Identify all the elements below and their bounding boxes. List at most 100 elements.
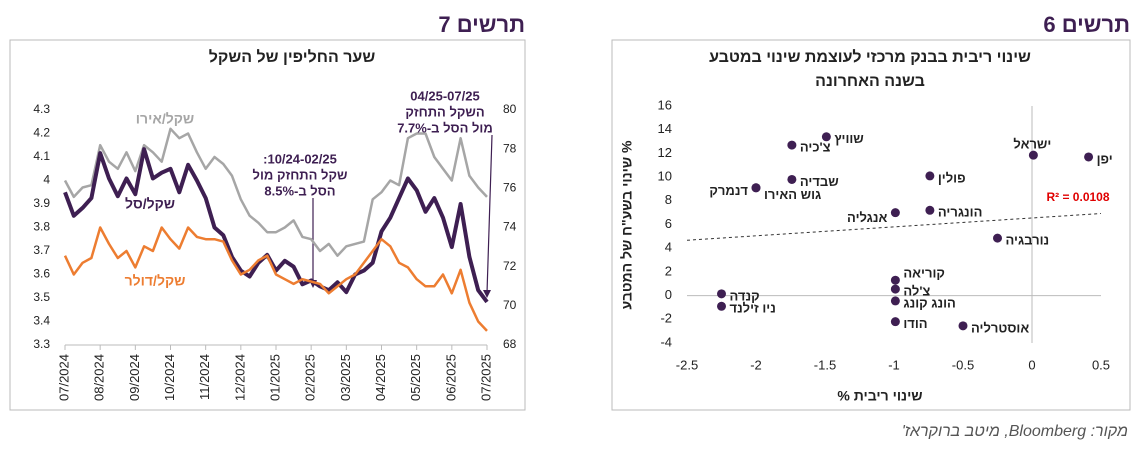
y2-tick-label: 76 bbox=[503, 181, 517, 195]
y-tick-label: 3.5 bbox=[33, 290, 50, 304]
point-label: שבדיה bbox=[800, 174, 839, 189]
panel-frame bbox=[611, 39, 1131, 411]
series-line bbox=[63, 127, 488, 257]
point bbox=[890, 208, 900, 218]
annotation: 10/24-02/25: bbox=[263, 151, 337, 166]
point-label: הונג קונג bbox=[903, 295, 955, 310]
annotation: הסל ב-8.5% bbox=[264, 183, 335, 198]
y-tick-label: 3.9 bbox=[33, 196, 50, 210]
source: מקור: Bloomberg, מיטב ברוקראז' bbox=[902, 423, 1128, 440]
point-label: יפן bbox=[1097, 151, 1113, 166]
point bbox=[1084, 152, 1094, 162]
y2-tick-label: 70 bbox=[503, 298, 517, 312]
point-label: נורבגיה bbox=[1006, 233, 1050, 248]
x-tick-label: 10/2024 bbox=[162, 354, 177, 401]
point bbox=[925, 171, 935, 181]
annotation: שקל התחזק מול bbox=[253, 167, 348, 182]
point bbox=[958, 321, 968, 331]
y-tick-label: 6 bbox=[665, 216, 672, 231]
y2-tick-label: 74 bbox=[503, 220, 517, 234]
x-tick-label: 08/2024 bbox=[92, 354, 107, 401]
point bbox=[1028, 150, 1038, 160]
y-tick-label: 12 bbox=[658, 145, 672, 160]
y-tick-label: 10 bbox=[658, 169, 672, 184]
point-label: הודו bbox=[903, 316, 927, 331]
point bbox=[993, 233, 1002, 243]
y-tick-label: 2 bbox=[665, 263, 672, 278]
point-label: צ'כיה bbox=[800, 140, 831, 155]
x-tick-label: 05/2025 bbox=[408, 354, 423, 401]
y-tick-label: 4 bbox=[665, 240, 672, 255]
x-tick-label: -2.5 bbox=[676, 357, 698, 372]
arrow-head bbox=[483, 290, 491, 298]
y2-tick-label: 68 bbox=[503, 337, 517, 351]
y-tick-label: 4 bbox=[43, 173, 50, 187]
x-tick-label: 0.5 bbox=[1092, 357, 1110, 372]
x-tick-label: 09/2024 bbox=[127, 354, 142, 401]
point-label: דנמרק bbox=[709, 183, 748, 198]
point-label: שוויץ bbox=[834, 131, 863, 146]
series-label: שקל/אירו bbox=[136, 111, 194, 127]
y-tick-label: 3.4 bbox=[33, 314, 50, 328]
point-label: ניו זילנד bbox=[730, 301, 776, 316]
point bbox=[925, 205, 935, 215]
y-tick-label: -2 bbox=[660, 311, 672, 326]
y-tick-label: 4.3 bbox=[33, 102, 50, 116]
y2-tick-label: 72 bbox=[503, 259, 517, 273]
x-tick-label: -1.5 bbox=[814, 357, 836, 372]
y-tick-label: 3.3 bbox=[33, 337, 50, 351]
point-label: אנגליה bbox=[847, 210, 887, 225]
x-tick-label: -0.5 bbox=[952, 357, 974, 372]
x-tick-label: 04/2025 bbox=[373, 354, 388, 401]
point-label: צ'לה bbox=[903, 284, 930, 299]
y-tick-label: 3.8 bbox=[33, 220, 50, 234]
point bbox=[787, 174, 797, 184]
y2-tick-label: 80 bbox=[503, 102, 517, 116]
panel-frame bbox=[9, 39, 526, 411]
y-tick-label: 0 bbox=[665, 287, 672, 302]
x-tick-label: 07/2024 bbox=[56, 354, 71, 401]
point bbox=[717, 301, 726, 311]
chart-title: בשנה האחרונה bbox=[815, 73, 925, 90]
x-tick-label: 03/2025 bbox=[338, 354, 353, 401]
y-tick-label: 3.7 bbox=[33, 243, 50, 257]
y-tick-label: 3.6 bbox=[33, 267, 50, 281]
y-tick-label: 14 bbox=[658, 121, 672, 136]
annotation-arrow bbox=[486, 134, 493, 294]
series-label: שקל/דולר bbox=[125, 273, 186, 289]
x-tick-label: 11/2024 bbox=[197, 354, 212, 400]
y-tick-label: 4.2 bbox=[33, 126, 50, 140]
point bbox=[821, 132, 831, 142]
x-tick-label: 01/2025 bbox=[267, 354, 282, 401]
series-line bbox=[63, 147, 489, 304]
annotation: 04/25-07/25 bbox=[410, 88, 479, 103]
y-axis-title: % שינוי בשע"ח של המטבע bbox=[619, 140, 635, 309]
annotation: השקל התחזק bbox=[405, 104, 484, 119]
point-label: אוסטרליה bbox=[971, 320, 1029, 335]
point-label: הונגריה bbox=[938, 205, 982, 220]
point-label: קנדה bbox=[730, 288, 760, 303]
figure-label: תרשים 7 bbox=[438, 12, 525, 37]
x-tick-label: -2 bbox=[750, 357, 762, 372]
y-tick-label: 16 bbox=[658, 97, 672, 112]
point bbox=[751, 183, 761, 193]
x-tick-label: 07/2025 bbox=[478, 354, 493, 401]
point-label: קוריאה bbox=[903, 266, 945, 281]
x-tick-label: 02/2025 bbox=[303, 354, 318, 401]
chart-title: שינוי ריבית בבנק מרכזי לעוצמת שינוי במטב… bbox=[709, 48, 1031, 66]
x-tick-label: -1 bbox=[888, 357, 900, 372]
series-label: שקל/סל bbox=[125, 196, 175, 212]
x-tick-label: 0 bbox=[1028, 357, 1035, 372]
point bbox=[890, 284, 900, 294]
point bbox=[890, 275, 900, 285]
chart-title: שער החליפין של השקל bbox=[209, 48, 376, 66]
point-label: גוש האירו bbox=[764, 187, 821, 202]
x-tick-label: 12/2024 bbox=[232, 354, 247, 401]
y-tick-label: -4 bbox=[660, 334, 672, 349]
y2-tick-label: 78 bbox=[503, 141, 517, 155]
trend-label: R² = 0.0108 bbox=[1046, 190, 1109, 204]
point bbox=[890, 317, 900, 327]
point-label: ישראל bbox=[1013, 137, 1051, 152]
x-axis-title: שינוי ריבית % bbox=[837, 388, 922, 404]
